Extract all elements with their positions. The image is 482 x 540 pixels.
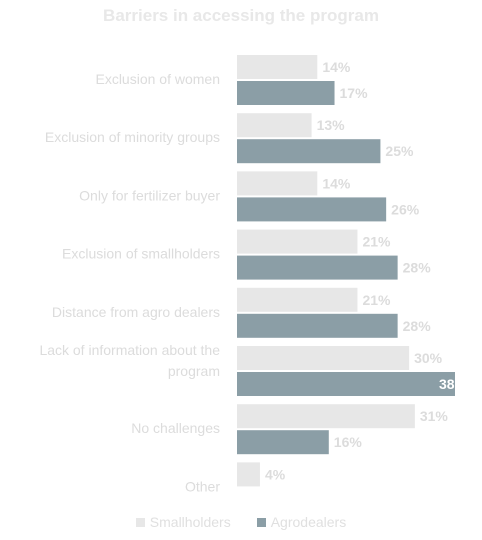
legend-item-agrodealers: Agrodealers [256, 514, 347, 530]
bar-smallholders-lack-of-information-about-the-program [237, 346, 410, 370]
value-label-smallholders-exclusion-of-minority-groups: 13% [317, 117, 346, 133]
bar-smallholders-exclusion-of-minority-groups [237, 113, 312, 138]
value-label-agrodealers-exclusion-of-women: 17% [340, 85, 369, 101]
category-label-lack-of-information-about-the-program: Lack of information about the program [39, 342, 220, 379]
bar-agrodealers-exclusion-of-women [237, 81, 335, 105]
value-label-agrodealers-lack-of-information-about-the-program: 38% [439, 376, 468, 392]
value-label-agrodealers-exclusion-of-smallholders: 28% [403, 260, 432, 276]
value-label-agrodealers-exclusion-of-minority-groups: 25% [385, 143, 414, 159]
legend-label-smallholders: Smallholders [149, 514, 231, 530]
bar-smallholders-other [237, 462, 260, 487]
legend-item-smallholders: Smallholders [135, 514, 231, 530]
value-label-smallholders-only-for-fertilizer-buyer: 14% [322, 175, 351, 191]
bar-smallholders-only-for-fertilizer-buyer [237, 171, 318, 196]
value-label-agrodealers-distance-from-agro-dealers: 28% [403, 318, 432, 334]
value-label-smallholders-exclusion-of-smallholders: 21% [362, 234, 391, 250]
bar-agrodealers-distance-from-agro-dealers [237, 313, 398, 338]
category-label-only-for-fertilizer-buyer: Only for fertilizer buyer [79, 187, 220, 203]
chart-title: Barriers in accessing the program [103, 6, 379, 25]
category-label-exclusion-of-women: Exclusion of women [95, 71, 220, 87]
value-label-smallholders-other: 4% [265, 466, 286, 482]
value-label-smallholders-lack-of-information-about-the-program: 30% [414, 350, 443, 366]
bar-agrodealers-exclusion-of-minority-groups [237, 139, 381, 164]
bar-agrodealers-lack-of-information-about-the-program [237, 372, 455, 396]
category-label-distance-from-agro-dealers: Distance from agro dealers [52, 304, 220, 320]
bar-smallholders-distance-from-agro-dealers [237, 287, 358, 312]
bar-agrodealers-no-challenges [237, 430, 329, 455]
legend-swatch-agrodealers [256, 517, 266, 527]
value-label-smallholders-no-challenges: 31% [420, 408, 449, 424]
legend: Smallholders Agrodealers [0, 514, 482, 530]
category-label-no-challenges: No challenges [131, 420, 220, 436]
bar-agrodealers-exclusion-of-smallholders [237, 255, 398, 280]
value-label-smallholders-exclusion-of-women: 14% [322, 59, 351, 75]
value-label-smallholders-distance-from-agro-dealers: 21% [362, 292, 391, 308]
legend-swatch-smallholders [135, 517, 145, 527]
value-label-agrodealers-only-for-fertilizer-buyer: 26% [391, 201, 420, 217]
category-label-other: Other [185, 478, 220, 494]
legend-label-agrodealers: Agrodealers [270, 514, 347, 530]
bar-smallholders-exclusion-of-women [237, 55, 318, 79]
bar-smallholders-exclusion-of-smallholders [237, 229, 358, 254]
bar-agrodealers-only-for-fertilizer-buyer [237, 197, 387, 222]
value-label-agrodealers-no-challenges: 16% [334, 434, 363, 450]
bar-smallholders-no-challenges [237, 404, 415, 429]
category-label-exclusion-of-smallholders: Exclusion of smallholders [62, 246, 220, 262]
category-label-exclusion-of-minority-groups: Exclusion of minority groups [45, 129, 220, 145]
